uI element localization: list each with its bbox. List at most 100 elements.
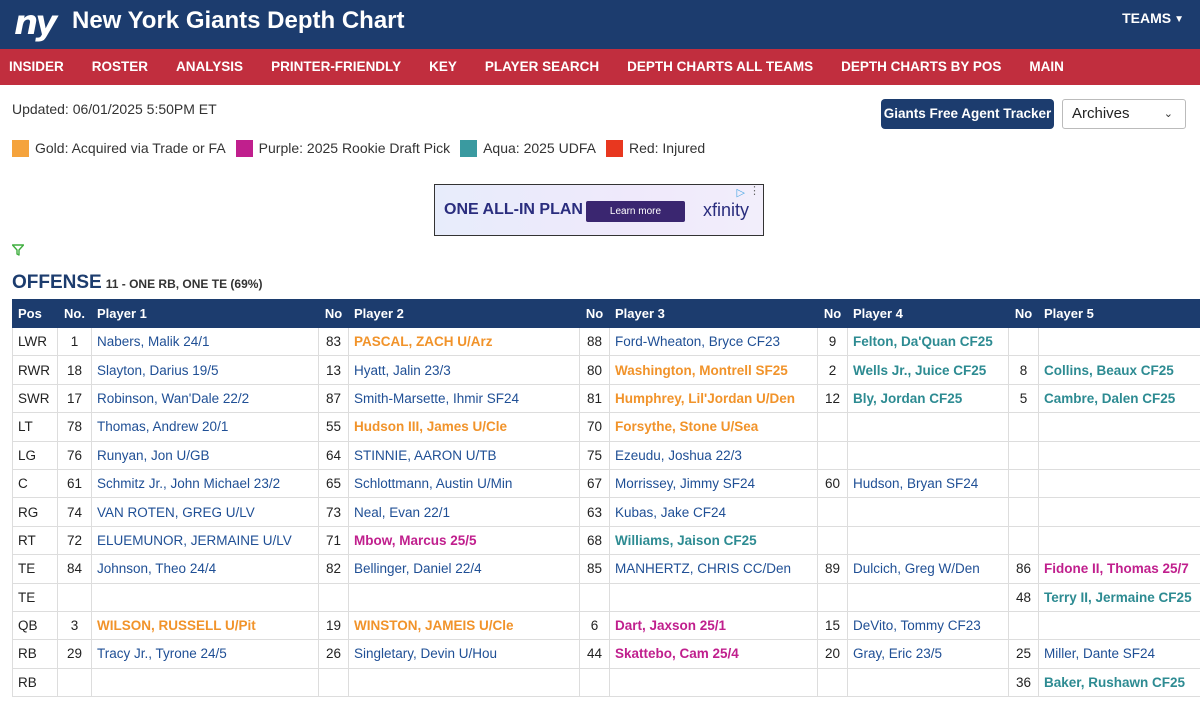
column-header[interactable]: No [318, 299, 349, 328]
player-link[interactable]: WILSON, RUSSELL U/Pit [91, 610, 319, 641]
jersey-number-cell: 1 [57, 326, 92, 357]
table-row: TE 48 Terry II, Jermaine CF25 [12, 582, 1200, 612]
player-link[interactable]: Baker, Rushawn CF25 [1038, 667, 1200, 698]
jersey-number-cell [579, 667, 610, 698]
player-link[interactable]: Mbow, Marcus 25/5 [348, 525, 580, 556]
player-link [1038, 468, 1200, 499]
column-header[interactable]: No [1008, 299, 1039, 328]
jersey-number-cell [57, 667, 92, 698]
player-link[interactable]: Washington, Montrell SF25 [609, 355, 818, 385]
ad-learn-more-button[interactable]: Learn more [586, 201, 685, 222]
player-link[interactable]: PASCAL, ZACH U/Arz [348, 326, 580, 357]
player-link[interactable]: Felton, Da'Quan CF25 [847, 326, 1009, 357]
jersey-number-cell: 75 [579, 440, 610, 470]
player-link[interactable]: Kubas, Jake CF24 [609, 497, 818, 527]
nav-link-key[interactable]: KEY [429, 59, 457, 74]
player-link[interactable]: Singletary, Devin U/Hou [348, 639, 580, 669]
player-link[interactable]: Schlottmann, Austin U/Min [348, 468, 580, 499]
legend-item: Red: Injured [605, 139, 705, 157]
player-link[interactable]: Bellinger, Daniel 22/4 [348, 554, 580, 584]
column-header[interactable]: Player 2 [348, 299, 580, 328]
player-link[interactable]: Neal, Evan 22/1 [348, 497, 580, 527]
player-link[interactable]: Dulcich, Greg W/Den [847, 554, 1009, 584]
player-link [609, 667, 818, 698]
ad-menu-icon[interactable]: ⋮ [749, 185, 760, 197]
player-link[interactable]: Hyatt, Jalin 23/3 [348, 355, 580, 385]
player-link[interactable]: Collins, Beaux CF25 [1038, 355, 1200, 385]
player-link[interactable]: Morrissey, Jimmy SF24 [609, 468, 818, 499]
nav-link-roster[interactable]: ROSTER [91, 59, 149, 74]
player-link[interactable]: Skattebo, Cam 25/4 [609, 639, 818, 669]
player-link[interactable]: WINSTON, JAMEIS U/Cle [348, 610, 580, 641]
player-link[interactable]: Hudson III, James U/Cle [348, 412, 580, 442]
player-link[interactable]: Robinson, Wan'Dale 22/2 [91, 383, 319, 414]
advertisement-banner[interactable]: ONE ALL-IN PLAN Learn more xfinity ▷ ⋮ [434, 184, 764, 236]
nav-link-main[interactable]: MAIN [1029, 59, 1064, 74]
player-link[interactable]: ELUEMUNOR, JERMAINE U/LV [91, 525, 319, 556]
player-link[interactable]: Williams, Jaison CF25 [609, 525, 818, 556]
column-header[interactable]: No [579, 299, 610, 328]
player-link[interactable]: Hudson, Bryan SF24 [847, 468, 1009, 499]
player-link[interactable]: DeVito, Tommy CF23 [847, 610, 1009, 641]
offense-section-header: OFFENSE 11 - ONE RB, ONE TE (69%) [12, 271, 262, 296]
player-link[interactable]: Smith-Marsette, Ihmir SF24 [348, 383, 580, 414]
player-link[interactable]: MANHERTZ, CHRIS CC/Den [609, 554, 818, 584]
nav-link-player-search[interactable]: PLAYER SEARCH [484, 59, 600, 74]
player-link[interactable]: Tracy Jr., Tyrone 24/5 [91, 639, 319, 669]
player-link[interactable]: Johnson, Theo 24/4 [91, 554, 319, 584]
player-link[interactable]: STINNIE, AARON U/TB [348, 440, 580, 470]
nav-link-analysis[interactable]: ANALYSIS [176, 59, 244, 74]
depth-chart-table: Pos No. Player 1 No Player 2 No Player 3 No Play… [12, 299, 1200, 698]
table-row: TE 84 Johnson, Theo 24/4 82 Bellinger, Danie… [12, 554, 1200, 584]
table-row: RB 29 Tracy Jr., Tyrone 24/5 26 Singletary, … [12, 639, 1200, 669]
jersey-number-cell: 48 [1008, 582, 1039, 612]
player-link[interactable]: Cambre, Dalen CF25 [1038, 383, 1200, 414]
player-link[interactable]: Gray, Eric 23/5 [847, 639, 1009, 669]
adchoices-icon[interactable]: ▷ [736, 187, 745, 199]
jersey-number-cell [57, 582, 92, 612]
player-link[interactable]: Humphrey, Lil'Jordan U/Den [609, 383, 818, 414]
column-header[interactable]: Player 5 [1038, 299, 1200, 328]
filter-icon[interactable] [12, 244, 24, 256]
jersey-number-cell [318, 667, 349, 698]
archives-select[interactable]: Archives ⌄ [1062, 99, 1186, 129]
jersey-number-cell: 12 [817, 383, 848, 414]
column-header[interactable]: Player 3 [609, 299, 818, 328]
player-link[interactable]: Nabers, Malik 24/1 [91, 326, 319, 357]
player-link[interactable]: Slayton, Darius 19/5 [91, 355, 319, 385]
legend-item: Gold: Acquired via Trade or FA [12, 139, 226, 157]
player-link[interactable]: Miller, Dante SF24 [1038, 639, 1200, 669]
player-link[interactable]: Dart, Jaxson 25/1 [609, 610, 818, 641]
free-agent-tracker-button[interactable]: Giants Free Agent Tracker [881, 99, 1054, 129]
legend-item: Aqua: 2025 UDFA [460, 139, 596, 157]
nav-link-printer-friendly[interactable]: PRINTER-FRIENDLY [271, 59, 402, 74]
nav-link-depth-charts-by-pos[interactable]: DEPTH CHARTS BY POS [841, 59, 1002, 74]
jersey-number-cell: 88 [579, 326, 610, 357]
player-link[interactable]: Forsythe, Stone U/Sea [609, 412, 818, 442]
player-link [91, 667, 319, 698]
nav-link-insider[interactable]: INSIDER [9, 59, 64, 74]
player-link[interactable]: Thomas, Andrew 20/1 [91, 412, 319, 442]
teams-menu-button[interactable]: TEAMS ▼ [1122, 9, 1184, 29]
jersey-number-cell: 9 [817, 326, 848, 357]
player-link [348, 582, 580, 612]
column-header[interactable]: Pos [12, 299, 58, 328]
player-link[interactable]: Schmitz Jr., John Michael 23/2 [91, 468, 319, 499]
jersey-number-cell [1008, 440, 1039, 470]
player-link[interactable]: Ezeudu, Joshua 22/3 [609, 440, 818, 470]
player-link[interactable]: Terry II, Jermaine CF25 [1038, 582, 1200, 612]
player-link[interactable]: Wells Jr., Juice CF25 [847, 355, 1009, 385]
player-link[interactable]: Runyan, Jon U/GB [91, 440, 319, 470]
column-header[interactable]: Player 4 [847, 299, 1009, 328]
table-row: SWR 17 Robinson, Wan'Dale 22/2 87 Smith-Mars… [12, 383, 1200, 414]
column-header[interactable]: No. [57, 299, 92, 328]
player-link[interactable]: Fidone II, Thomas 25/7 [1038, 554, 1200, 584]
giants-logo[interactable]: ny [14, 3, 57, 43]
player-link[interactable]: Ford-Wheaton, Bryce CF23 [609, 326, 818, 357]
player-link[interactable]: VAN ROTEN, GREG U/LV [91, 497, 319, 527]
nav-link-depth-charts-all-teams[interactable]: DEPTH CHARTS ALL TEAMS [627, 59, 814, 74]
player-link [1038, 525, 1200, 556]
player-link[interactable]: Bly, Jordan CF25 [847, 383, 1009, 414]
column-header[interactable]: No [817, 299, 848, 328]
column-header[interactable]: Player 1 [91, 299, 319, 328]
